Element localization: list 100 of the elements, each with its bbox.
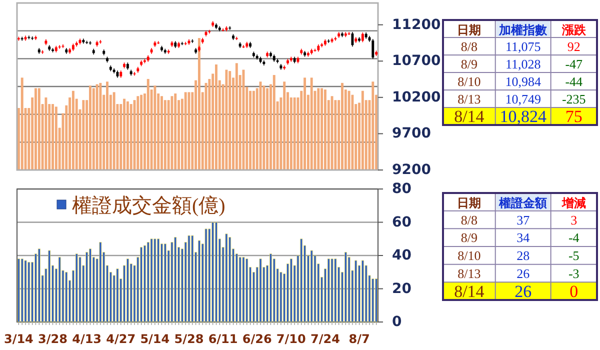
bar <box>198 38 200 170</box>
data-label: 92 <box>567 38 580 54</box>
data-label: 10,824 <box>500 107 547 126</box>
bar <box>140 246 143 322</box>
bar <box>44 97 48 170</box>
data-label: -4 <box>568 230 580 246</box>
data-label: -5 <box>568 248 580 263</box>
bar <box>65 272 68 322</box>
candlestick <box>372 38 374 60</box>
data-label: 75 <box>565 107 582 126</box>
x-tick-label: 4/13 <box>72 332 102 346</box>
data-label: 28 <box>516 248 530 263</box>
data-label: -235 <box>562 91 586 106</box>
bar <box>28 262 30 322</box>
bar <box>191 235 194 322</box>
bar <box>146 78 150 170</box>
y-tick-label: 8/9 <box>460 230 478 246</box>
y-tick-label: 20 <box>392 280 412 297</box>
bar <box>82 100 85 170</box>
bar <box>235 63 238 170</box>
bar <box>184 92 187 170</box>
bar <box>48 250 51 322</box>
bar <box>164 100 166 170</box>
bar <box>126 101 129 170</box>
bar <box>272 75 276 170</box>
y-tick-label: 8/9 <box>460 56 478 72</box>
data-label: 0 <box>570 282 578 302</box>
bar <box>304 78 306 170</box>
bar <box>252 90 255 170</box>
data-label: 34 <box>516 230 530 246</box>
bar <box>270 254 272 322</box>
bar <box>78 256 82 322</box>
bar <box>225 234 228 322</box>
bar <box>324 90 326 170</box>
x-tick-label: 3/28 <box>38 332 68 346</box>
bar <box>123 98 126 170</box>
bar <box>212 222 214 322</box>
x-tick-label: 加權指數 <box>498 22 548 37</box>
bar <box>150 238 153 322</box>
y-tick-label: 9700 <box>392 126 432 142</box>
legend-label: 權證成交金額(億) <box>72 195 226 217</box>
bar <box>204 228 208 322</box>
y-tick-label: 8/13 <box>458 266 481 281</box>
candlestick <box>351 32 354 47</box>
candlestick <box>28 35 30 40</box>
y-tick-label: 40 <box>392 248 412 264</box>
y-tick-label: 8/10 <box>458 74 481 89</box>
data-label: 37 <box>516 212 530 228</box>
y-tick-label: 8/13 <box>458 91 481 106</box>
bar <box>266 88 269 170</box>
y-tick-label: 8/14 <box>454 107 485 126</box>
bar <box>262 86 266 170</box>
bar <box>167 100 170 170</box>
x-tick-label: 6/26 <box>242 332 272 346</box>
bar <box>354 260 358 322</box>
bar <box>290 258 292 322</box>
bar <box>320 88 324 170</box>
candlestick <box>228 26 232 30</box>
bar <box>228 237 232 322</box>
x-tick-label: 增減 <box>560 196 586 210</box>
data-label: 10,749 <box>505 91 541 106</box>
bar <box>351 94 354 170</box>
bar <box>375 278 378 322</box>
y-tick-label: 8/14 <box>454 282 485 302</box>
bar <box>344 252 347 322</box>
bar <box>17 258 20 322</box>
data-label: 10,984 <box>505 74 542 89</box>
bar <box>136 96 140 170</box>
y-tick-label: 8/10 <box>458 248 481 263</box>
bar <box>228 71 232 170</box>
data-label: 26 <box>514 282 532 302</box>
bar <box>361 90 364 170</box>
data-label: -47 <box>565 56 584 72</box>
bar <box>317 88 320 170</box>
y-tick-label: 10700 <box>392 53 441 70</box>
x-tick-label: 8/7 <box>348 332 370 346</box>
data-label: 3 <box>570 212 578 228</box>
bar <box>160 96 163 170</box>
bar <box>99 82 102 170</box>
bar <box>20 258 24 322</box>
bar <box>238 256 242 322</box>
bar <box>143 245 146 322</box>
y-tick-label: 8/8 <box>460 212 478 228</box>
data-label: -44 <box>565 74 584 89</box>
candlestick <box>41 50 44 54</box>
bar <box>92 88 95 170</box>
data-label: 11,075 <box>505 38 541 54</box>
x-tick-label: 權證金額 <box>498 196 548 210</box>
bar <box>146 242 150 322</box>
bar <box>188 235 190 322</box>
bar <box>225 70 228 170</box>
y-axis-title: 日期 <box>457 22 482 37</box>
bar <box>58 256 61 322</box>
y-tick-label: 8/8 <box>460 38 478 54</box>
candlestick <box>361 32 364 43</box>
bar <box>52 104 54 170</box>
bar <box>75 254 78 322</box>
bar <box>88 86 92 170</box>
bar <box>341 82 344 170</box>
bar <box>38 248 40 322</box>
